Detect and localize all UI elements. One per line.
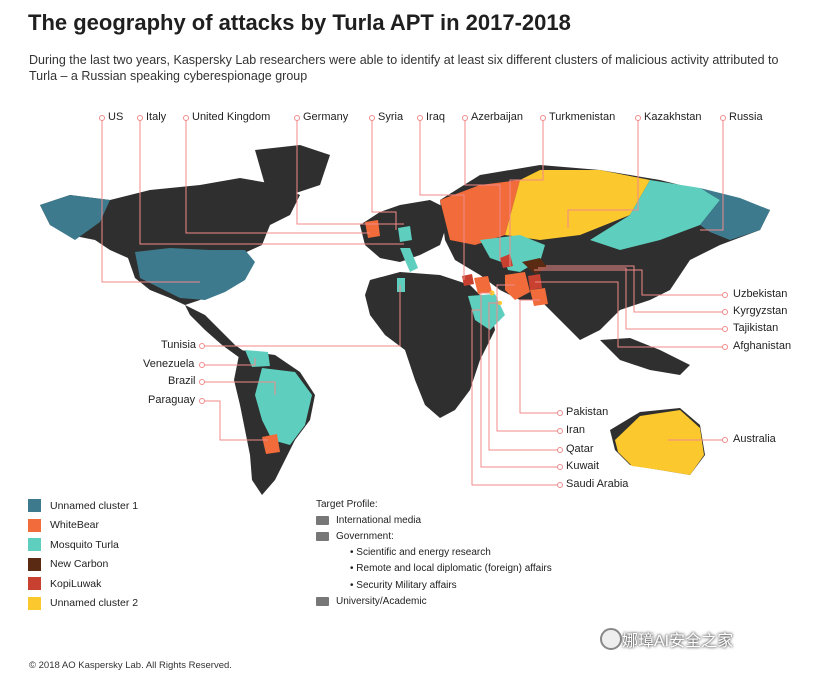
legend-swatch bbox=[28, 538, 41, 552]
label-kazakhstan: Kazakhstan bbox=[644, 111, 702, 123]
page-title: The geography of attacks by Turla APT in… bbox=[28, 10, 571, 35]
label-italy: Italy bbox=[146, 111, 167, 123]
highlighted-countries bbox=[40, 170, 770, 475]
legend-item: KopiLuwak bbox=[28, 574, 138, 594]
label-kyrgyzstan: Kyrgyzstan bbox=[733, 305, 788, 317]
region-tunisia bbox=[397, 278, 405, 292]
target-academic-label: University/Academic bbox=[336, 595, 427, 607]
media-icon bbox=[316, 515, 329, 525]
page-subtitle: During the last two years, Kaspersky Lab… bbox=[29, 53, 779, 83]
legend-label: Unnamed cluster 1 bbox=[50, 499, 139, 512]
region-australia bbox=[615, 410, 704, 475]
region-syria bbox=[462, 274, 474, 286]
label-iraq: Iraq bbox=[426, 111, 445, 123]
region-russia-east bbox=[590, 180, 720, 250]
target-government-label: Government: bbox=[336, 530, 394, 542]
region-pakistan bbox=[530, 288, 548, 306]
label-venezuela: Venezuela bbox=[143, 358, 195, 370]
gov-item-label: Scientific and energy research bbox=[356, 547, 491, 559]
legend: Unnamed cluster 1 WhiteBear Mosquito Tur… bbox=[28, 496, 138, 613]
label-russia: Russia bbox=[729, 111, 763, 123]
gov-item: • Scientific and energy research bbox=[350, 547, 491, 559]
region-russia-central bbox=[505, 170, 650, 240]
target-academic: University/Academic bbox=[316, 593, 552, 609]
gov-item-label: Remote and local diplomatic (foreign) af… bbox=[356, 563, 552, 575]
region-paraguay bbox=[262, 434, 280, 454]
label-paraguay: Paraguay bbox=[148, 394, 196, 406]
gov-item-label: Security Military affairs bbox=[356, 579, 457, 591]
copyright: © 2018 AO Kaspersky Lab. All Rights Rese… bbox=[29, 660, 232, 671]
legend-item: Unnamed cluster 2 bbox=[28, 594, 138, 614]
label-uzbekistan: Uzbekistan bbox=[733, 288, 788, 300]
label-saudi-arabia: Saudi Arabia bbox=[566, 478, 629, 490]
label-azerbaijan: Azerbaijan bbox=[471, 111, 523, 123]
target-profile-heading: Target Profile: bbox=[316, 498, 378, 510]
region-alaska bbox=[40, 195, 110, 240]
legend-swatch bbox=[28, 518, 41, 532]
legend-item: Unnamed cluster 1 bbox=[28, 496, 138, 516]
label-us: US bbox=[108, 111, 124, 123]
legend-swatch bbox=[28, 499, 41, 513]
label-australia: Australia bbox=[733, 433, 776, 445]
legend-label: New Carbon bbox=[50, 558, 109, 571]
legend-swatch bbox=[28, 577, 41, 591]
legend-item: Mosquito Turla bbox=[28, 535, 138, 555]
target-media: International media bbox=[316, 512, 552, 528]
legend-swatch bbox=[28, 557, 41, 571]
watermark: 娜璋AI安全之家 bbox=[622, 633, 734, 650]
target-media-label: International media bbox=[336, 514, 422, 526]
label-afghanistan: Afghanistan bbox=[733, 340, 792, 352]
academic-icon bbox=[316, 596, 329, 606]
region-italy bbox=[400, 248, 418, 272]
wechat-icon bbox=[600, 628, 622, 650]
label-iran: Iran bbox=[566, 424, 585, 436]
region-germany bbox=[398, 226, 412, 242]
region-us bbox=[135, 248, 255, 300]
legend-label: WhiteBear bbox=[50, 519, 100, 532]
label-turkmenistan: Turkmenistan bbox=[549, 111, 616, 123]
region-russia-fareast bbox=[700, 188, 770, 240]
region-brazil bbox=[255, 368, 312, 445]
legend-swatch bbox=[28, 596, 41, 610]
region-kazakhstan bbox=[480, 235, 545, 265]
label-united-kingdom: United Kingdom bbox=[192, 111, 271, 123]
legend-item: WhiteBear bbox=[28, 516, 138, 536]
label-syria: Syria bbox=[378, 111, 404, 123]
label-pakistan: Pakistan bbox=[566, 406, 609, 418]
label-germany: Germany bbox=[303, 111, 349, 123]
legend-label: Mosquito Turla bbox=[50, 538, 119, 551]
legend-label: Unnamed cluster 2 bbox=[50, 597, 139, 610]
target-government: Government: bbox=[316, 528, 552, 544]
target-profile: Target Profile: International media Gove… bbox=[316, 496, 552, 609]
legend-label: KopiLuwak bbox=[50, 577, 102, 590]
label-tunisia: Tunisia bbox=[161, 339, 197, 351]
label-brazil: Brazil bbox=[168, 375, 196, 387]
government-icon bbox=[316, 531, 329, 541]
label-qatar: Qatar bbox=[566, 443, 594, 455]
label-kuwait: Kuwait bbox=[566, 460, 600, 472]
leader-lines bbox=[101, 118, 725, 486]
label-tajikistan: Tajikistan bbox=[733, 322, 779, 334]
region-iraq bbox=[474, 276, 492, 294]
gov-item: • Security Military affairs bbox=[350, 579, 457, 591]
region-venezuela bbox=[245, 350, 270, 367]
gov-item: • Remote and local diplomatic (foreign) … bbox=[350, 563, 552, 575]
leader-dots bbox=[99, 115, 728, 488]
legend-item: New Carbon bbox=[28, 555, 138, 575]
region-iran bbox=[505, 272, 530, 300]
